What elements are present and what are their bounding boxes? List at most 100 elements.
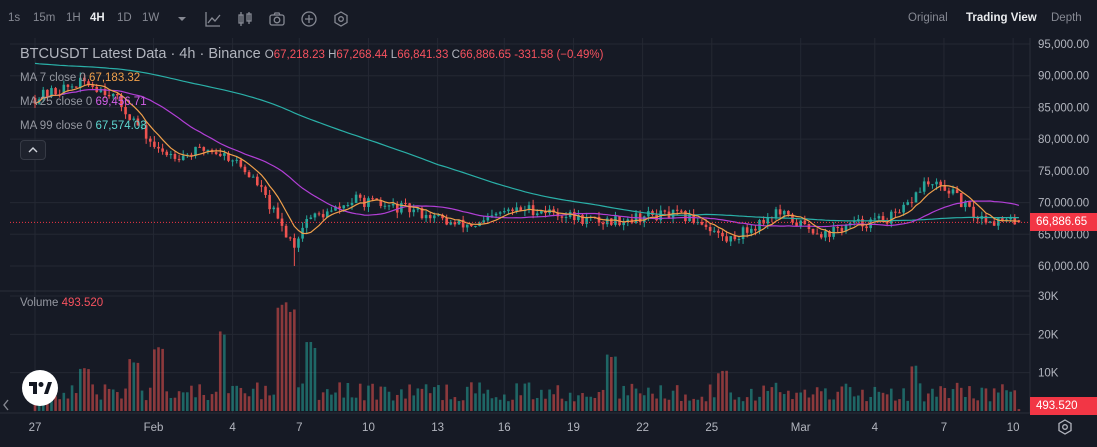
candle-body xyxy=(99,88,103,92)
volume-bar xyxy=(186,392,189,411)
timeframe-1h[interactable]: 1H xyxy=(66,12,81,24)
indicators-icon[interactable] xyxy=(204,10,222,28)
volume-bar xyxy=(955,382,959,411)
candle-body xyxy=(325,211,329,218)
volume-bar xyxy=(931,388,934,411)
volume-bar xyxy=(140,390,144,411)
volume-bar xyxy=(782,394,786,411)
candle-body xyxy=(358,194,362,198)
candle-body xyxy=(309,217,313,219)
collapse-legend-button[interactable] xyxy=(20,140,46,160)
exchange-label: Binance xyxy=(208,46,261,62)
candle-body xyxy=(943,185,947,191)
candle-body xyxy=(231,160,234,162)
timeframe-1d[interactable]: 1D xyxy=(117,12,132,24)
candle-body xyxy=(927,181,930,185)
candle-body xyxy=(206,149,210,151)
volume-bar xyxy=(618,398,621,411)
candle-body xyxy=(778,209,782,215)
candle-body xyxy=(161,148,164,152)
candle-body xyxy=(177,158,181,161)
price-axis-label: 95,000.00 xyxy=(1038,39,1089,51)
candle-body xyxy=(383,205,387,207)
volume-bar xyxy=(461,400,465,411)
volume-bar xyxy=(918,383,922,411)
volume-bar xyxy=(819,391,823,411)
candle-body xyxy=(984,216,988,223)
candle-body xyxy=(717,230,720,233)
timeframe-1w[interactable]: 1W xyxy=(142,12,160,24)
time-axis-label: Mar xyxy=(791,422,811,434)
volume-bar xyxy=(288,311,292,411)
chart-type-icon[interactable] xyxy=(236,10,254,28)
candle-body xyxy=(132,118,136,120)
candle-body xyxy=(527,205,531,211)
volume-bar xyxy=(564,401,568,411)
candle-body xyxy=(511,209,514,211)
candle-body xyxy=(803,220,807,225)
time-axis-label: 16 xyxy=(498,422,511,434)
volume-bar xyxy=(951,389,955,411)
candle-body xyxy=(153,141,156,147)
candle-body xyxy=(922,181,926,192)
candle-body xyxy=(107,94,111,97)
volume-bar xyxy=(577,395,580,411)
time-axis-label: 13 xyxy=(431,422,444,434)
volume-bar xyxy=(684,394,687,411)
view-original-button[interactable]: Original xyxy=(908,12,948,24)
screenshot-icon[interactable] xyxy=(268,10,286,28)
candle-body xyxy=(338,206,341,209)
volume-bar xyxy=(898,399,901,411)
settings-hex-icon[interactable] xyxy=(332,10,350,28)
candle-body xyxy=(972,206,975,219)
time-axis-label: 25 xyxy=(705,422,718,434)
scroll-left-icon[interactable] xyxy=(2,398,10,412)
candle-body xyxy=(408,203,411,213)
price-chart[interactable]: 95,000.00 90,000.00 85,000.00 80,000.00 75,0… xyxy=(0,38,1097,447)
candle-body xyxy=(515,207,518,211)
volume-bar xyxy=(597,392,601,411)
view-depth-button[interactable]: Depth xyxy=(1051,12,1082,24)
candle-body xyxy=(284,225,288,238)
candle-body xyxy=(881,216,885,222)
timeframe-4h[interactable]: 4H xyxy=(90,12,105,24)
volume-bar xyxy=(910,366,914,411)
candle-body xyxy=(404,203,407,205)
volume-bar xyxy=(494,397,498,411)
volume-bar xyxy=(66,398,70,411)
timeframe-1s[interactable]: 1s xyxy=(8,12,21,24)
volume-bar xyxy=(87,369,90,411)
chevron-down-icon[interactable] xyxy=(173,10,191,28)
volume-bar xyxy=(58,399,61,411)
volume-bar xyxy=(873,386,877,411)
candle-body xyxy=(157,146,160,149)
volume-bar xyxy=(128,359,131,411)
candle-body xyxy=(317,213,321,215)
candle-body xyxy=(239,159,243,167)
volume-bar xyxy=(848,387,852,411)
volume-bar xyxy=(712,397,716,411)
volume-bar xyxy=(120,398,123,411)
candle-body xyxy=(395,203,399,213)
add-icon[interactable] xyxy=(300,10,318,28)
candle-body xyxy=(103,88,107,95)
volume-axis-label: 20K xyxy=(1038,329,1059,341)
volume-bar xyxy=(548,389,551,411)
volume-bar xyxy=(733,399,737,411)
tradingview-logo[interactable] xyxy=(22,370,58,406)
candle-body xyxy=(519,207,523,211)
volume-bar xyxy=(811,394,815,411)
volume-bar xyxy=(700,396,704,411)
timeframe-15m[interactable]: 15m xyxy=(33,12,56,24)
volume-bar xyxy=(626,395,630,411)
candle-body xyxy=(91,85,94,87)
candle-body xyxy=(605,218,609,225)
candle-body xyxy=(622,221,625,226)
volume-bar xyxy=(301,383,304,411)
volume-bar xyxy=(515,383,518,411)
volume-bar xyxy=(634,388,638,411)
view-tradingview-button[interactable]: Trading View xyxy=(966,12,1037,24)
candle-body xyxy=(87,81,90,86)
volume-bar xyxy=(791,399,794,411)
chart-settings-icon[interactable] xyxy=(1056,418,1074,436)
